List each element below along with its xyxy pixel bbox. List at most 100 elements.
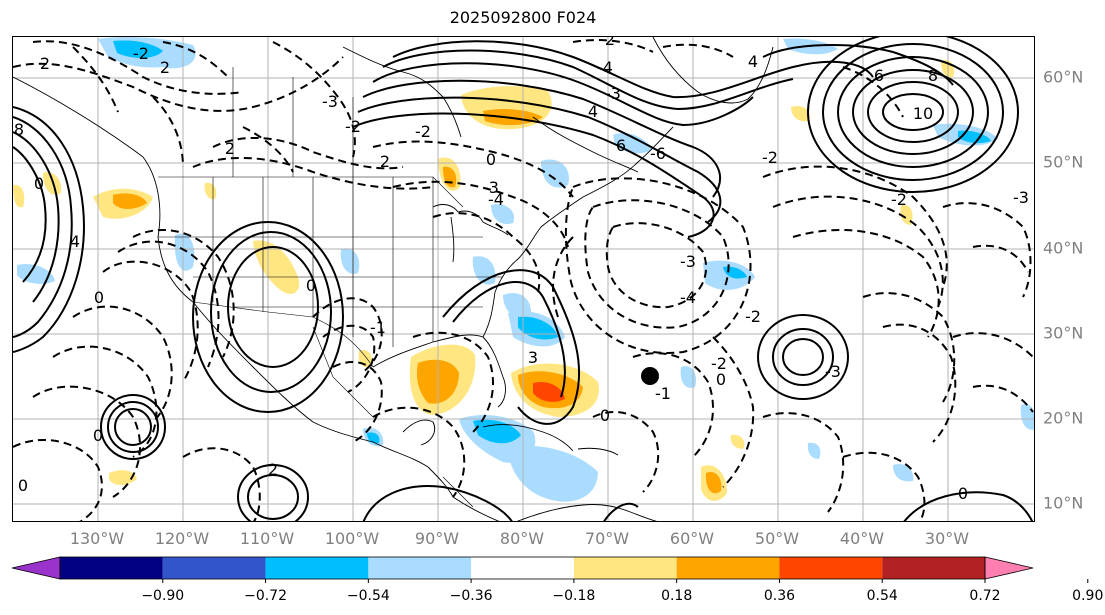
shade-neg [541,159,569,188]
low-contour [107,401,159,453]
contour-line [13,116,73,338]
lon-label: 50°W [754,529,800,548]
shade-pos [791,105,810,122]
contour-line [452,281,566,398]
labrador [532,116,639,173]
ridge-contour [192,221,344,413]
shade-neg [680,366,697,388]
contour-label: 4 [748,52,758,71]
contour-label: -3 [322,92,338,111]
colorbar-tick-label: −0.90 [141,588,185,604]
contour-line [842,66,904,118]
contour-label: 2 [225,139,235,158]
atlantic-coast [482,126,674,338]
cuba [482,424,574,452]
contour-label: 3 [528,348,538,367]
high-pressure-contour [807,37,1019,193]
shade-pos [13,184,25,208]
contour-line [102,260,199,383]
contour-label: -2 [415,122,431,141]
shade-neg [174,233,195,271]
contour-line [842,451,926,521]
high-pressure-contour [822,43,1004,181]
lon-label: 130°W [69,529,125,548]
map-svg: -2 2 2 2 8 0 4 0 -3 -2 2 -2 0 -3 -4 4 2 … [13,37,1034,521]
shade-pos-core [705,471,722,494]
contour-label: -4 [597,58,613,77]
contour-line [332,361,383,443]
colorbar-swatch [368,557,472,579]
contour-line [72,46,119,113]
lat-label: 30°N [1043,323,1084,343]
contour-line [362,485,513,521]
contour-label: 0 [306,276,316,295]
contour-label: 2 [605,37,615,49]
contour-line [372,140,574,198]
contour-line [32,385,142,498]
shade-neg-core [113,40,163,58]
shade-neg-core [958,130,991,144]
gulf-coast [372,334,506,408]
contour-line [52,345,158,458]
contour-line [392,180,569,248]
colorbar-tick-label: 0.36 [763,588,796,604]
shade-pos [730,434,745,449]
contour-label: 2 [160,58,170,77]
low-contour [782,338,824,376]
ridge-contour [210,231,332,393]
colorbar-tick-label: 0.18 [661,588,693,604]
colorbar-swatch [162,557,266,579]
contour-line [357,96,722,223]
contour-line [442,269,581,425]
contour-label: 10 [913,104,933,123]
pacific-coast [13,76,454,498]
shade-neg [893,463,914,482]
lat-label: 50°N [1043,152,1084,172]
contour-line [972,244,1029,273]
lat-label: 20°N [1043,408,1084,428]
contour-label: 0 [94,288,104,307]
colorbar-swatch [60,557,163,579]
colorbar-tick-label: −0.36 [449,588,493,604]
contour-line [182,447,261,521]
colorbar-swatch [265,557,369,579]
lon-label: 40°W [839,529,885,548]
lon-label: 80°W [499,529,545,548]
contour-line [862,292,956,403]
yucatan [402,419,436,446]
contour-label: 4 [588,102,598,121]
lon-label: 100°W [324,529,380,548]
contour-label: -2 [711,354,727,373]
contour-line [592,411,660,493]
contour-label: 0 [486,150,496,169]
contour-label: 8 [14,120,24,139]
great-lakes [432,204,509,236]
contour-label: 4 [70,232,80,251]
high-pressure-contour [837,56,989,168]
contour-line [13,131,60,303]
contour-label: 2 [380,152,390,171]
shade-neg [1020,404,1034,430]
contour-line [162,41,229,78]
contour-label: -3 [825,362,841,381]
contour-line [662,43,734,58]
contour-line [372,62,754,127]
colorbar-tick-label: −0.72 [244,588,287,604]
shade-neg [340,248,360,274]
contour-line [242,126,294,173]
positive-contours [13,37,1034,521]
contour-line [762,412,845,513]
high-pressure-contour [852,69,974,155]
contour-line [352,112,715,238]
colorbar-extend-min [11,556,61,580]
colorbar-swatch [676,557,780,579]
lon-label: 120°W [154,529,210,548]
central-america [452,496,500,521]
shade-neg [491,204,515,225]
contour-line [13,56,344,112]
mexico-state [312,326,374,418]
lat-label: 60°N [1043,67,1084,87]
negative-contours [13,39,1034,521]
contour-line [605,222,708,309]
map-panel[interactable]: -2 2 2 2 8 0 4 0 -3 -2 2 -2 0 -3 -4 4 2 … [12,36,1035,522]
